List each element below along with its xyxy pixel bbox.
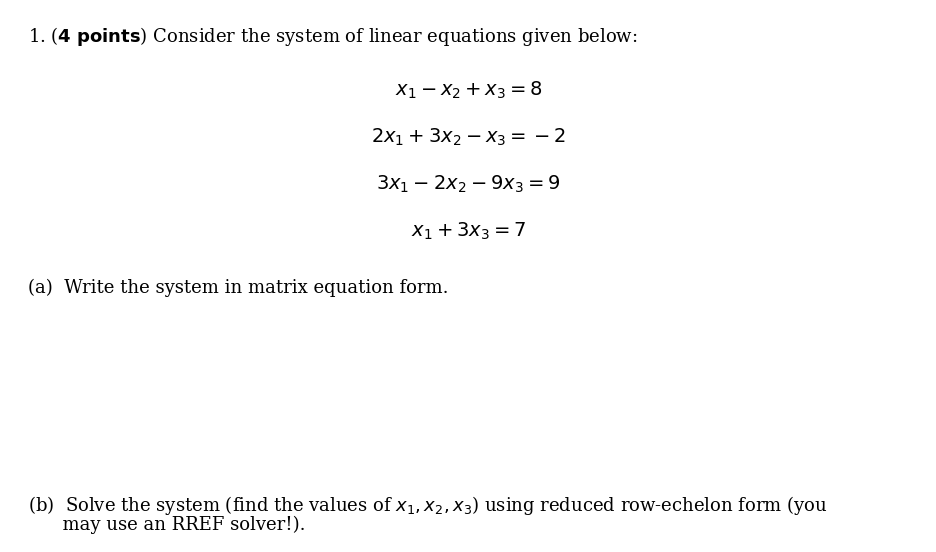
Text: $2x_1 + 3x_2 - x_3 = -2$: $2x_1 + 3x_2 - x_3 = -2$: [371, 127, 565, 148]
Text: $3x_1 - 2x_2 - 9x_3 = 9$: $3x_1 - 2x_2 - 9x_3 = 9$: [376, 174, 560, 195]
Text: may use an RREF solver!).: may use an RREF solver!).: [28, 516, 305, 534]
Text: $x_1 + 3x_3 = 7$: $x_1 + 3x_3 = 7$: [411, 221, 525, 242]
Text: (b)  Solve the system (find the values of $x_1, x_2, x_3$) using reduced row-ech: (b) Solve the system (find the values of…: [28, 494, 827, 517]
Text: $x_1 - x_2 + x_3 = 8$: $x_1 - x_2 + x_3 = 8$: [394, 80, 542, 102]
Text: (a)  Write the system in matrix equation form.: (a) Write the system in matrix equation …: [28, 279, 448, 297]
Text: 1. ($\mathbf{4\ points}$) Consider the system of linear equations given below:: 1. ($\mathbf{4\ points}$) Consider the s…: [28, 25, 637, 48]
